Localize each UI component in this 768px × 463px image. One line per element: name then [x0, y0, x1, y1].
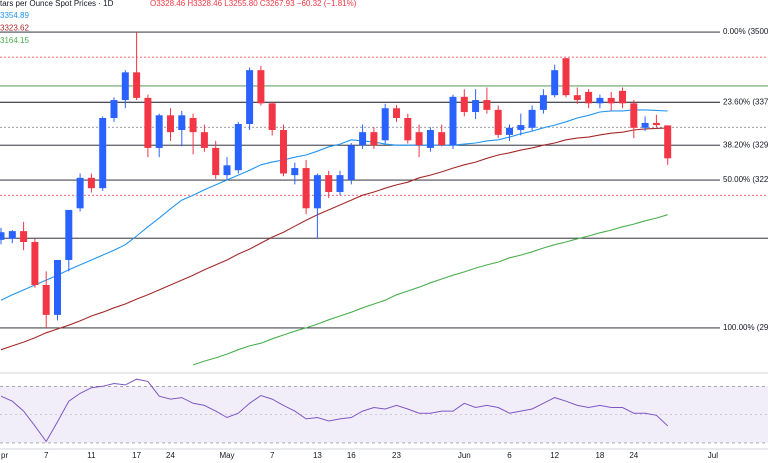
x-tick-label: May: [219, 451, 234, 460]
candle-body: [99, 118, 107, 189]
x-tick-label: 24: [629, 451, 638, 460]
candle-body: [393, 108, 400, 119]
x-tick-label: 18: [595, 451, 604, 460]
candle-body: [449, 96, 457, 146]
candle-body: [539, 95, 547, 110]
x-tick-label: 7: [270, 451, 275, 460]
candle-body: [121, 72, 129, 101]
labels: 0.00% (3500 23.60% (3371 38.20% (3292 50.00…: [0, 11, 768, 460]
candle-body: [268, 103, 276, 130]
candle-body: [404, 118, 412, 141]
candle-body: [336, 175, 344, 192]
candle-body: [664, 125, 672, 159]
candle-body: [641, 122, 649, 128]
rsi-line: [0, 378, 669, 443]
candle-body: [87, 177, 95, 189]
candle-body: [652, 122, 660, 126]
x-tick-label: Jun: [458, 451, 471, 460]
chart-title: tars per Ounce Spot Prices · 1D: [0, 0, 114, 8]
candle-body: [110, 100, 118, 119]
candle-body: [212, 147, 220, 176]
candle-body: [562, 58, 570, 96]
candle-body: [573, 95, 581, 101]
ma-value-label: 3354.89: [0, 11, 29, 20]
fib-label: 0.00% (3500: [723, 27, 768, 36]
candle-body: [234, 124, 242, 171]
candle-body: [178, 115, 186, 130]
candle-body: [551, 70, 559, 96]
ma-value-label: 3323.62: [0, 24, 29, 33]
candle-body: [65, 209, 73, 260]
candle-body: [596, 97, 604, 104]
x-tick-label: 16: [347, 451, 356, 460]
x-tick-label: 6: [507, 451, 512, 460]
candle-body: [630, 103, 638, 128]
x-tick-label: 13: [313, 451, 322, 460]
candle-body: [167, 115, 174, 133]
fib-label: 100.00% (2956: [723, 323, 768, 332]
rsi-pane: [0, 378, 768, 444]
candle-body: [246, 70, 254, 124]
candles: [0, 32, 672, 328]
candle-body: [607, 97, 615, 104]
candle-body: [370, 132, 378, 146]
moving-average: [192, 214, 668, 366]
candle-body: [585, 91, 593, 104]
ma-value-label: 3164.15: [0, 36, 29, 45]
candle-body: [155, 115, 163, 148]
candle-body: [257, 70, 265, 104]
candle-body: [76, 177, 84, 209]
candle-body: [8, 231, 16, 239]
candle-body: [313, 175, 321, 209]
fib-label: 23.60% (3371: [723, 97, 768, 106]
candle-body: [347, 145, 355, 181]
candle-body: [0, 232, 5, 240]
candle-body: [528, 109, 536, 128]
ohlc-readout: O3328.46 H3328.46 L3255.80 C3267.93 −60.…: [150, 0, 357, 8]
moving-average: [0, 109, 668, 301]
moving-averages: [0, 109, 668, 366]
candle-body: [494, 109, 502, 135]
x-tick-label: 11: [87, 451, 96, 460]
candle-body: [144, 97, 152, 148]
candle-body: [31, 242, 39, 285]
x-tick-label: 17: [132, 451, 141, 460]
fib-label: 38.20% (3292: [723, 140, 768, 149]
candle-body: [359, 132, 367, 146]
candle-body: [472, 100, 480, 113]
x-tick-label: pr: [1, 451, 8, 460]
candle-body: [280, 129, 287, 174]
candle-body: [54, 259, 61, 315]
candle-body: [223, 165, 231, 176]
x-tick-label: 12: [550, 451, 559, 460]
x-tick-label: Jul: [708, 451, 718, 460]
candle-body: [460, 96, 468, 113]
candle-body: [189, 118, 197, 133]
x-tick-label: 7: [44, 451, 49, 460]
moving-average: [0, 127, 668, 351]
candle-body: [381, 108, 389, 141]
x-tick-label: 23: [392, 451, 401, 460]
candle-body: [133, 72, 141, 98]
candle-body: [325, 175, 333, 192]
candle-body: [415, 132, 423, 146]
candle-body: [426, 129, 434, 148]
candle-body: [42, 284, 50, 315]
candle-body: [619, 90, 626, 104]
candle-body: [20, 231, 28, 243]
x-tick-label: 24: [166, 451, 175, 460]
candle-body: [483, 100, 491, 110]
candle-body: [200, 132, 208, 148]
candle-body: [302, 168, 310, 209]
candle-body: [506, 127, 513, 135]
candle-body: [517, 125, 525, 130]
candle-body: [438, 132, 446, 146]
candle-body: [291, 168, 299, 176]
fib-label: 50.00% (3228: [723, 175, 768, 184]
